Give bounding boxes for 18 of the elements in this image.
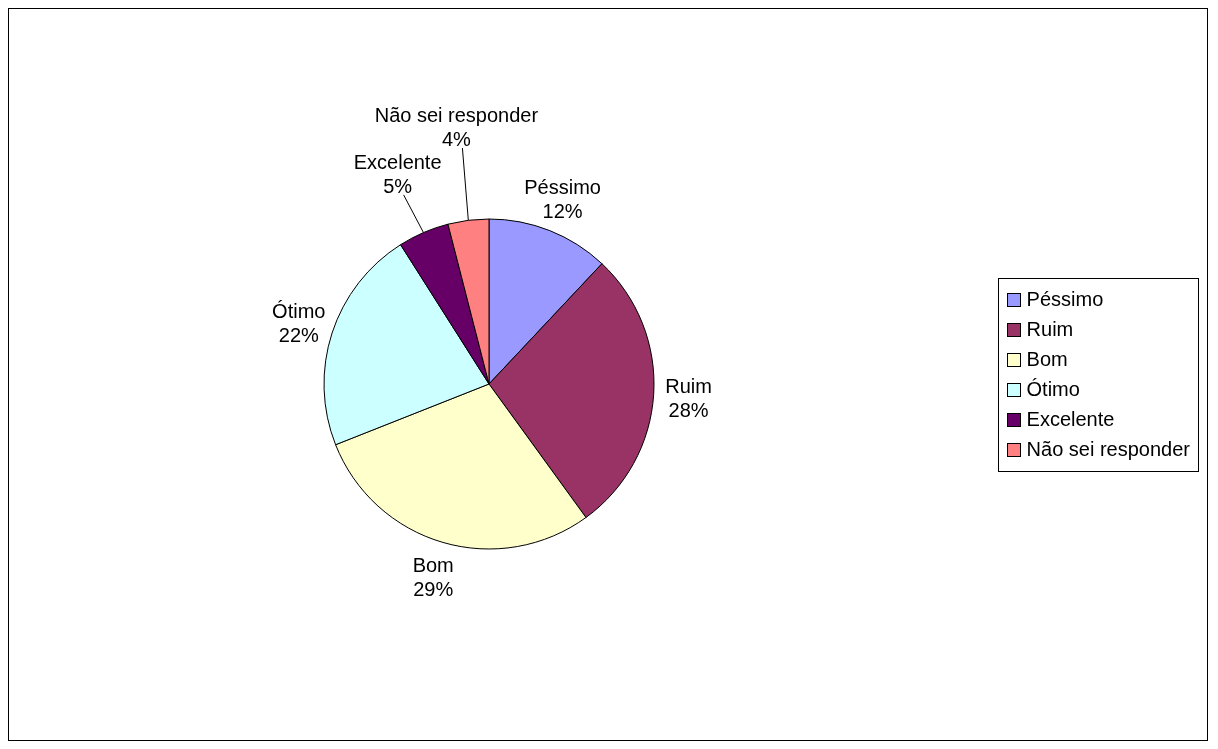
- data-label: 28%: [668, 398, 709, 421]
- legend-label: Ótimo: [1026, 378, 1080, 401]
- slice-label: Péssimo: [524, 176, 601, 199]
- slice-label: Ruim: [665, 374, 712, 397]
- legend-label: Excelente: [1026, 408, 1115, 431]
- legend-label: Ruim: [1026, 318, 1074, 341]
- legend-label: Não sei responder: [1026, 438, 1190, 461]
- slice-label: Ótimo: [272, 300, 326, 323]
- legend-label: Péssimo: [1026, 288, 1104, 311]
- slice-label: Excelente: [353, 150, 442, 173]
- data-label: 12%: [542, 200, 583, 223]
- legend-label: Bom: [1026, 348, 1068, 371]
- data-label: 29%: [413, 578, 454, 601]
- data-label: 5%: [383, 174, 413, 197]
- data-label: 22%: [278, 324, 320, 347]
- slice-label: Bom: [412, 554, 454, 577]
- data-label: 4%: [441, 128, 472, 151]
- slice-label: Não sei responder: [374, 104, 539, 127]
